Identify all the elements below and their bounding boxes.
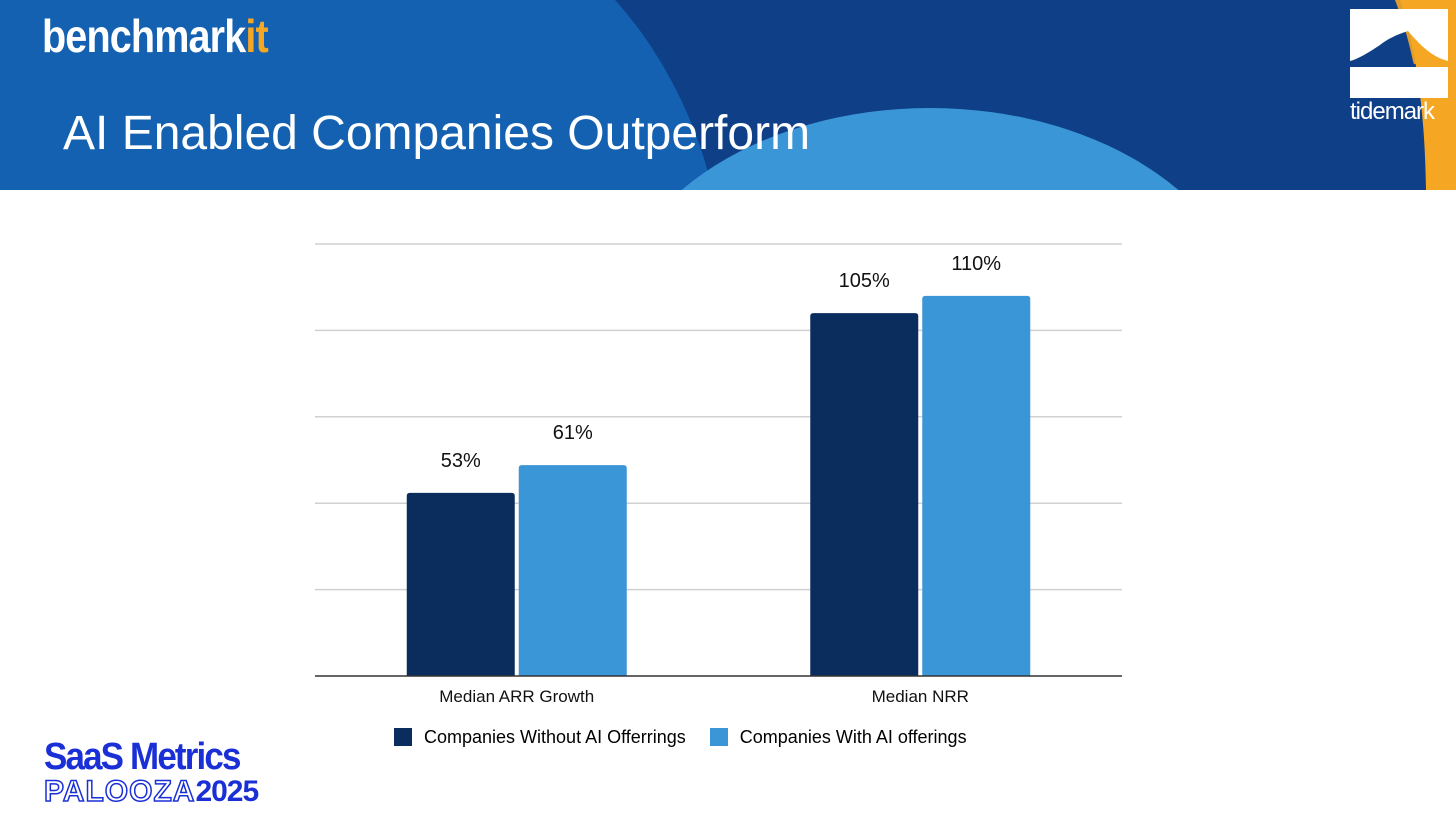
bar [810, 313, 919, 676]
legend-item-with-ai: Companies With AI offerings [709, 726, 967, 748]
logo-line-1: SaaS Metrics [44, 736, 241, 778]
header-banner: benchmarkit AI Enabled Companies Outperf… [0, 0, 1456, 190]
x-tick-label: Median NRR [872, 687, 969, 706]
data-label: 110% [951, 253, 1001, 275]
legend-swatch-light [709, 728, 728, 746]
x-tick-label: Median ARR Growth [439, 687, 594, 706]
page-title: AI Enabled Companies Outperform [63, 107, 811, 160]
legend-item-without-ai: Companies Without AI Offerrings [394, 727, 686, 748]
legend-label: Companies Without AI Offerrings [424, 726, 686, 747]
data-label: 53% [441, 450, 481, 472]
bar [922, 295, 1031, 676]
data-label: 61% [553, 422, 593, 444]
bar [406, 492, 515, 676]
data-label: 105% [839, 270, 890, 292]
logo-line-2: PALOOZA2025 [43, 775, 259, 809]
saas-metrics-palooza-logo: SaaS Metrics PALOOZA2025 [43, 736, 259, 809]
chart-legend: Companies Without AI Offerrings Companie… [394, 725, 991, 749]
benchmarkit-logo: benchmarkit [42, 10, 269, 62]
legend-label: Companies With AI offerings [739, 726, 967, 747]
tidemark-logo-text: tidemark [1350, 98, 1435, 125]
legend-swatch-dark [394, 728, 412, 746]
tidemark-logo-icon [1350, 9, 1448, 98]
bar [518, 465, 627, 676]
